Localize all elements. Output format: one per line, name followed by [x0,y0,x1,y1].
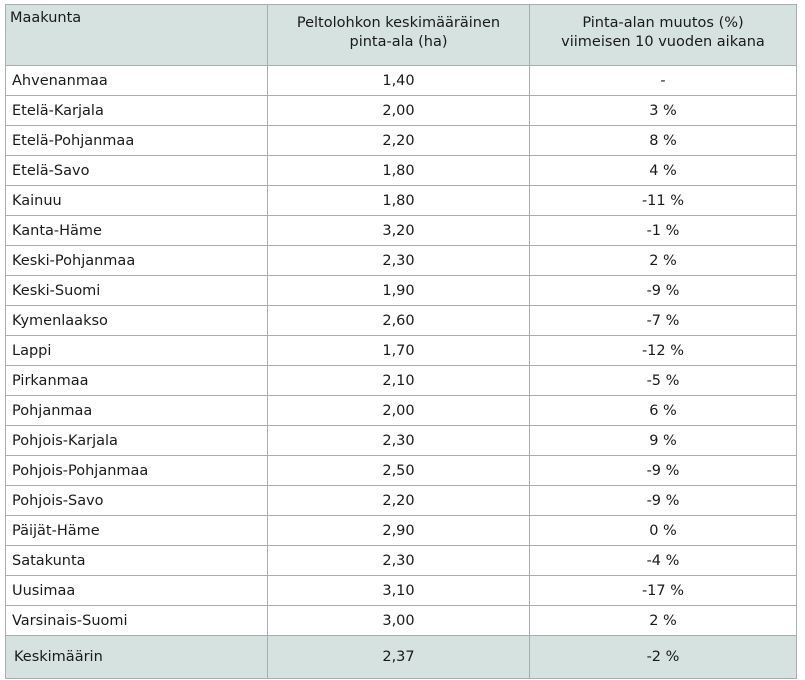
change-cell: -7 % [529,305,797,336]
area-cell: 3,10 [267,575,530,606]
area-cell: 1,90 [267,275,530,306]
region-cell: Pohjois-Savo [5,485,268,516]
region-cell: Varsinais-Suomi [5,605,268,636]
region-cell: Pohjanmaa [5,395,268,426]
region-cell: Satakunta [5,545,268,576]
table-row: Kanta-Häme 3,20 -1 % [5,215,797,246]
region-cell: Etelä-Karjala [5,95,268,126]
change-cell: - [529,65,797,96]
change-cell: 9 % [529,425,797,456]
region-cell: Etelä-Pohjanmaa [5,125,268,156]
table-row: Varsinais-Suomi 3,00 2 % [5,605,797,636]
change-cell: -9 % [529,275,797,306]
region-cell: Kainuu [5,185,268,216]
table-row: Pohjanmaa 2,00 6 % [5,395,797,426]
region-cell: Ahvenanmaa [5,65,268,96]
change-cell: -1 % [529,215,797,246]
change-cell: 4 % [529,155,797,186]
area-cell: 3,00 [267,605,530,636]
change-cell: -9 % [529,455,797,486]
table-row: Satakunta 2,30 -4 % [5,545,797,576]
area-cell: 2,00 [267,95,530,126]
header-change-line2: viimeisen 10 vuoden aikana [561,34,765,50]
table-row: Uusimaa 3,10 -17 % [5,575,797,606]
region-cell: Kymenlaakso [5,305,268,336]
region-cell: Uusimaa [5,575,268,606]
region-cell: Pirkanmaa [5,365,268,396]
area-cell: 2,30 [267,245,530,276]
change-cell: 2 % [529,245,797,276]
table-header: Maakunta Peltolohkon keskimääräinen pint… [5,4,797,66]
change-cell: 6 % [529,395,797,426]
average-area: 2,37 [267,635,530,679]
area-cell: 1,80 [267,185,530,216]
area-cell: 1,40 [267,65,530,96]
region-cell: Pohjois-Karjala [5,425,268,456]
change-cell: 2 % [529,605,797,636]
table-row: Pirkanmaa 2,10 -5 % [5,365,797,396]
region-cell: Kanta-Häme [5,215,268,246]
table-row: Etelä-Savo 1,80 4 % [5,155,797,186]
area-cell: 2,10 [267,365,530,396]
average-row: Keskimäärin 2,37 -2 % [5,635,797,679]
region-cell: Etelä-Savo [5,155,268,186]
header-area-line1: Peltolohkon keskimääräinen [296,15,501,31]
change-cell: -11 % [529,185,797,216]
average-change: -2 % [529,635,797,679]
change-cell: -9 % [529,485,797,516]
area-cell: 1,70 [267,335,530,366]
table-row: Etelä-Pohjanmaa 2,20 8 % [5,125,797,156]
region-cell: Keski-Suomi [5,275,268,306]
table-row: Kainuu 1,80 -11 % [5,185,797,216]
header-average-area: Peltolohkon keskimääräinen pinta-ala (ha… [267,4,530,66]
change-cell: -12 % [529,335,797,366]
table-row: Keski-Pohjanmaa 2,30 2 % [5,245,797,276]
table-row: Kymenlaakso 2,60 -7 % [5,305,797,336]
header-row: Maakunta Peltolohkon keskimääräinen pint… [5,4,797,66]
header-area-change: Pinta-alan muutos (%) viimeisen 10 vuode… [529,4,797,66]
change-cell: 0 % [529,515,797,546]
table-row: Pohjois-Karjala 2,30 9 % [5,425,797,456]
change-cell: -5 % [529,365,797,396]
area-cell: 2,20 [267,125,530,156]
header-region-label: Maakunta [10,10,82,26]
change-cell: -4 % [529,545,797,576]
table-body: Ahvenanmaa 1,40- Etelä-Karjala 2,00 3 % Etelä… [5,65,797,636]
header-area-line2: pinta-ala (ha) [349,34,448,50]
average-label: Keskimäärin [5,635,268,679]
table-row: Keski-Suomi 1,90 -9 % [5,275,797,306]
table-row: Pohjois-Savo 2,20 -9 % [5,485,797,516]
table-row: Päijät-Häme 2,90 0 % [5,515,797,546]
table-row: Lappi 1,70 -12 % [5,335,797,366]
field-parcel-table: Maakunta Peltolohkon keskimääräinen pint… [5,4,797,679]
area-cell: 3,20 [267,215,530,246]
area-cell: 2,30 [267,425,530,456]
region-cell: Päijät-Häme [5,515,268,546]
change-cell: -17 % [529,575,797,606]
area-cell: 2,00 [267,395,530,426]
table-row: Pohjois-Pohjanmaa 2,50 -9 % [5,455,797,486]
table-row: Ahvenanmaa 1,40- [5,65,797,96]
area-cell: 1,80 [267,155,530,186]
change-cell: 3 % [529,95,797,126]
area-cell: 2,90 [267,515,530,546]
header-change-line1: Pinta-alan muutos (%) [582,15,744,31]
region-cell: Pohjois-Pohjanmaa [5,455,268,486]
area-cell: 2,30 [267,545,530,576]
table-row: Etelä-Karjala 2,00 3 % [5,95,797,126]
area-cell: 2,50 [267,455,530,486]
area-cell: 2,20 [267,485,530,516]
area-cell: 2,60 [267,305,530,336]
table-footer: Keskimäärin 2,37 -2 % [5,635,797,679]
region-cell: Keski-Pohjanmaa [5,245,268,276]
header-region: Maakunta [5,4,268,66]
region-cell: Lappi [5,335,268,366]
change-cell: 8 % [529,125,797,156]
